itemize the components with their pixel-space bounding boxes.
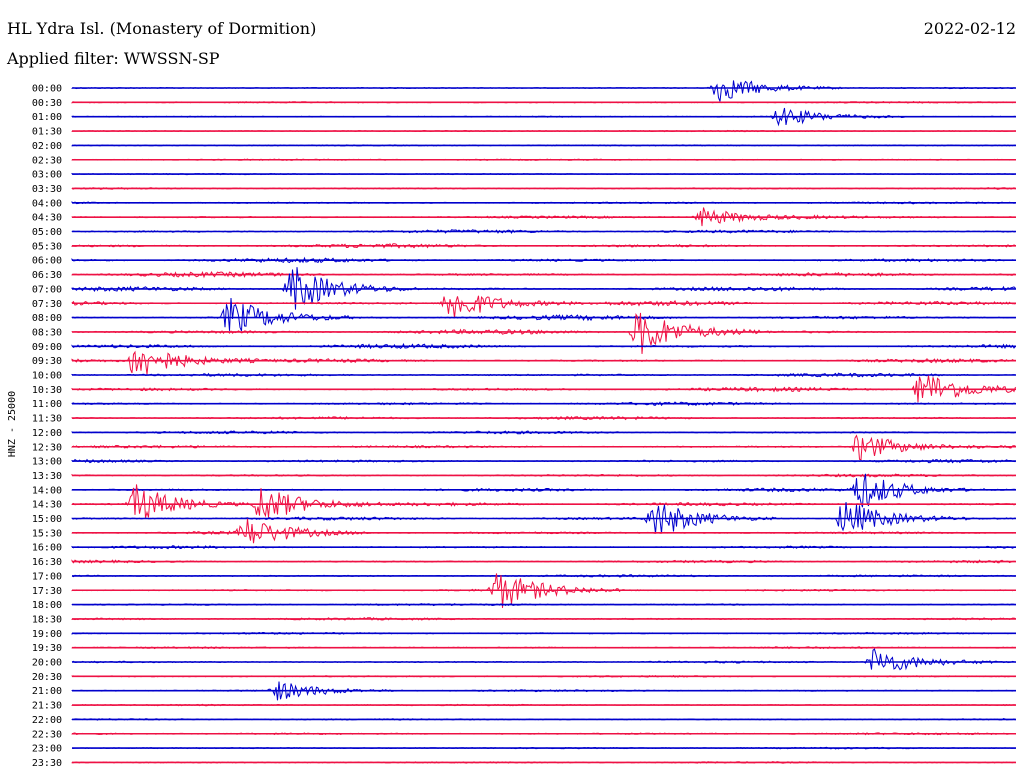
row-time-label: 09:30: [32, 356, 62, 367]
trace-row: [71, 350, 1016, 375]
row-time-label: 15:00: [32, 514, 62, 525]
row-time-label: 06:30: [32, 270, 62, 281]
row-time-label: 11:00: [32, 399, 62, 410]
row-time-label: 18:00: [32, 600, 62, 611]
row-time-label: 22:00: [32, 715, 62, 726]
row-time-label: 15:30: [32, 528, 62, 539]
record-date: 2022-02-12: [923, 19, 1016, 38]
row-time-label: 17:00: [32, 571, 62, 582]
row-time-label: 21:00: [32, 686, 62, 697]
row-time-label: 14:30: [32, 500, 62, 511]
row-time-label: 05:00: [32, 227, 62, 238]
row-time-label: 10:00: [32, 371, 62, 382]
station-title: HL Ydra Isl. (Monastery of Dormition): [7, 19, 317, 38]
row-time-label: 20:00: [32, 658, 62, 669]
row-time-label: 14:00: [32, 485, 62, 496]
trace-row: [71, 312, 1016, 354]
y-axis-label: HNZ - 25000: [7, 391, 18, 457]
row-time-label: 23:30: [32, 758, 62, 769]
row-time-label: 12:30: [32, 442, 62, 453]
row-time-label: 16:30: [32, 557, 62, 568]
row-time-label: 02:00: [32, 141, 62, 152]
row-time-label: 06:00: [32, 256, 62, 267]
row-time-label: 01:00: [32, 112, 62, 123]
row-time-label: 23:00: [32, 744, 62, 755]
row-time-label: 22:30: [32, 729, 62, 740]
trace-row: [71, 434, 1016, 461]
row-time-label: 17:30: [32, 586, 62, 597]
row-time-label: 21:30: [32, 701, 62, 712]
row-time-label: 02:30: [32, 155, 62, 166]
row-time-label: 01:30: [32, 127, 62, 138]
row-time-label: 05:30: [32, 241, 62, 252]
row-time-label: 09:00: [32, 342, 62, 353]
row-time-label: 13:30: [32, 471, 62, 482]
filter-label: Applied filter: WWSSN-SP: [7, 49, 220, 68]
row-time-label: 11:30: [32, 414, 62, 425]
trace-row: [71, 295, 1016, 319]
row-time-label: 16:00: [32, 543, 62, 554]
row-time-label: 00:00: [32, 84, 62, 95]
row-time-label: 18:30: [32, 614, 62, 625]
row-time-label: 13:00: [32, 457, 62, 468]
row-time-label: 07:30: [32, 299, 62, 310]
row-time-label: 04:00: [32, 198, 62, 209]
row-time-label: 00:30: [32, 98, 62, 109]
row-time-label: 03:00: [32, 170, 62, 181]
row-time-label: 12:00: [32, 428, 62, 439]
row-time-label: 19:00: [32, 629, 62, 640]
row-time-label: 19:30: [32, 643, 62, 654]
row-time-label: 03:30: [32, 184, 62, 195]
row-time-label: 08:00: [32, 313, 62, 324]
trace-row: [71, 648, 1016, 671]
row-time-label: 20:30: [32, 672, 62, 683]
row-time-label: 04:30: [32, 213, 62, 224]
row-time-label: 07:00: [32, 284, 62, 295]
row-time-label: 08:30: [32, 327, 62, 338]
trace-row: [71, 80, 1016, 102]
row-time-label: 10:30: [32, 385, 62, 396]
